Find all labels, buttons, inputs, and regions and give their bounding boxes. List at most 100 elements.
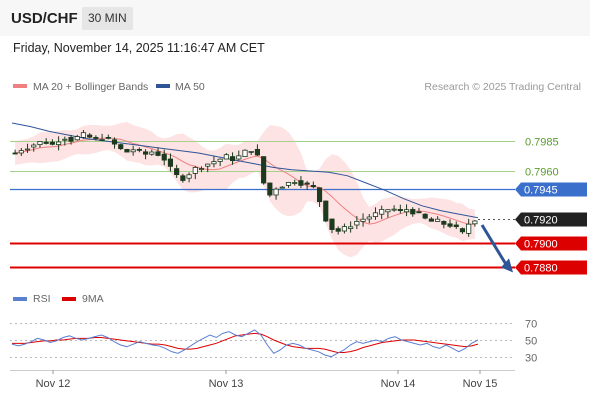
candle-body: [68, 136, 74, 142]
level-badge-4: [515, 236, 587, 251]
candle-body: [410, 208, 416, 215]
rsi-tick-50: 50: [525, 336, 537, 348]
projection-arrow: [480, 224, 513, 273]
candle-body: [211, 161, 217, 165]
candle-body: [335, 228, 341, 232]
ma50-line: [11, 122, 479, 219]
level-label-0: 0.7985: [525, 137, 559, 149]
candle-body: [155, 151, 161, 156]
candle-body: [62, 138, 68, 141]
rsi-panel: 70 50 30: [10, 319, 537, 365]
candle-body: [24, 148, 31, 151]
candle-body: [391, 208, 397, 211]
candle-body: [428, 218, 434, 222]
candle-body: [111, 139, 118, 145]
candle-body: [366, 216, 372, 220]
x-tick-label-3: Nov 15: [463, 378, 498, 390]
candle-body: [416, 211, 422, 214]
candle-body: [192, 167, 198, 174]
candle-body: [217, 158, 223, 162]
candle-body: [74, 136, 80, 141]
candle-body: [99, 139, 105, 141]
level-label-2: 0.7945: [524, 185, 558, 197]
candle-body: [143, 151, 149, 155]
candle-body: [379, 209, 385, 215]
candle-body: [56, 141, 62, 146]
candle-body: [43, 141, 49, 144]
rsi-legend-swatch: [13, 297, 27, 301]
candle-body: [223, 154, 229, 160]
candle-body: [397, 208, 403, 211]
candle-body: [422, 213, 428, 219]
rsi-tick-70: 70: [525, 319, 537, 331]
ma50-legend-swatch: [156, 84, 170, 88]
candle-body: [348, 226, 354, 230]
candle-body: [93, 136, 99, 139]
candle-body: [310, 184, 316, 188]
bollinger-band: [15, 122, 475, 258]
candle-body: [372, 212, 379, 218]
rsi-legend-label: RSI: [33, 293, 51, 305]
symbol-label: USD/CHF: [11, 10, 78, 27]
candle-body: [236, 155, 242, 160]
level-label-1: 0.7960: [525, 167, 559, 179]
projection-arrow-head: [501, 258, 513, 273]
candle-body: [298, 180, 304, 186]
candle-body: [118, 144, 124, 150]
ma20-legend-swatch: [13, 84, 27, 88]
candle-body: [149, 151, 155, 155]
candle-body: [267, 182, 273, 196]
x-tick-label-1: Nov 13: [209, 378, 244, 390]
candle-body: [323, 200, 329, 222]
candle-body: [254, 148, 261, 156]
candle-body: [186, 174, 192, 179]
candle-body: [354, 221, 360, 226]
candle-body: [130, 149, 136, 153]
candle-body: [229, 156, 236, 162]
candle-body: [161, 153, 167, 161]
level-label-5: 0.7880: [524, 263, 558, 275]
datetime-label: Friday, November 14, 2025 11:16:47 AM CE…: [13, 41, 265, 55]
candle-body: [174, 168, 180, 176]
candle-body: [205, 163, 211, 167]
candle-body: [180, 175, 186, 181]
candle-body: [49, 141, 55, 145]
research-credit: Research © 2025 Trading Central: [424, 81, 581, 93]
timeframe-button[interactable]: 30 MIN: [82, 7, 133, 30]
x-axis: Nov 12 Nov 13 Nov 14 Nov 15: [36, 370, 498, 390]
candle-body: [198, 168, 205, 170]
candlesticks: [12, 129, 478, 237]
candle-body: [447, 223, 453, 227]
candle-body: [466, 223, 472, 234]
level-labels: 0.7985 0.7960 0.7945 0.7920 0.7900 0.7880: [515, 137, 587, 275]
candle-body: [242, 149, 248, 157]
level-badge-5: [515, 260, 587, 275]
candle-body: [435, 218, 441, 222]
price-levels: [10, 141, 515, 269]
ma50-legend-label: MA 50: [175, 81, 205, 93]
rsi-ma-legend-label: 9MA: [82, 293, 104, 305]
candle-body: [453, 224, 459, 228]
rsi-tick-30: 30: [525, 353, 537, 365]
rsi-line: [11, 329, 479, 358]
candle-body: [341, 226, 347, 232]
candle-body: [12, 152, 18, 155]
bollinger-fill: [15, 122, 475, 258]
candle-body: [285, 182, 292, 186]
candle-body: [37, 141, 43, 145]
level-label-4: 0.7900: [524, 239, 558, 251]
x-tick-label-0: Nov 12: [36, 378, 71, 390]
candle-body: [441, 220, 447, 225]
candle-body: [472, 220, 478, 225]
candle-body: [18, 150, 24, 154]
candle-body: [273, 188, 279, 196]
level-badge-2: [515, 182, 587, 197]
candle-body: [136, 148, 142, 151]
candle-body: [304, 182, 310, 185]
rsi-ma-legend-swatch: [62, 297, 76, 301]
candle-body: [459, 228, 466, 233]
candle-body: [31, 144, 37, 148]
level-label-3: 0.7920: [524, 215, 558, 227]
candle-body: [80, 132, 87, 138]
